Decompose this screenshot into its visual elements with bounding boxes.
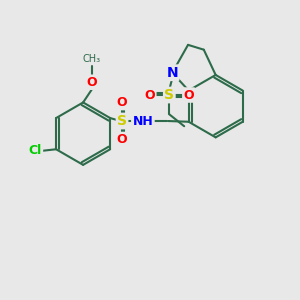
Text: O: O — [183, 88, 194, 101]
Text: O: O — [145, 88, 155, 101]
Text: O: O — [87, 76, 98, 89]
Text: NH: NH — [133, 115, 153, 128]
Text: O: O — [117, 96, 128, 109]
Text: O: O — [117, 133, 128, 146]
Text: S: S — [117, 114, 127, 128]
Text: Cl: Cl — [29, 144, 42, 157]
Text: NH: NH — [133, 115, 153, 128]
Text: N: N — [167, 66, 178, 80]
Text: S: S — [164, 88, 174, 102]
Text: CH₃: CH₃ — [83, 54, 101, 64]
